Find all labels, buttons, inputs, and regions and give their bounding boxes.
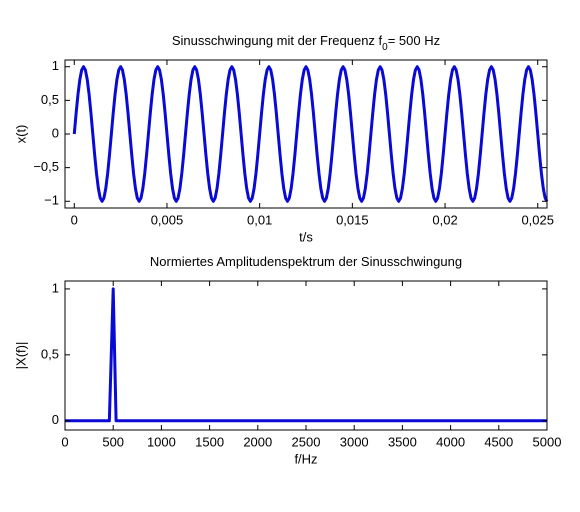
x-tick-label: 0 bbox=[61, 434, 68, 449]
signal-line bbox=[72, 65, 549, 203]
y-tick-label: 1 bbox=[52, 58, 59, 73]
y-tick-label: 0 bbox=[52, 412, 59, 427]
y-tick-label: 0 bbox=[52, 125, 59, 140]
x-tick-label: 0 bbox=[71, 212, 78, 227]
x-tick-label: 4500 bbox=[484, 434, 513, 449]
x-tick-label: 0,025 bbox=[521, 212, 554, 227]
x-axis-label: f/Hz bbox=[294, 451, 317, 466]
x-axis-label: t/s bbox=[299, 229, 313, 244]
y-tick-label: −1 bbox=[44, 193, 59, 208]
x-tick-label: 0,02 bbox=[432, 212, 457, 227]
chart-title: Sinusschwingung mit der Frequenz f0= 500… bbox=[172, 33, 440, 52]
x-tick-label: 2000 bbox=[243, 434, 272, 449]
axes-frame bbox=[64, 59, 548, 209]
y-tick-label: −0,5 bbox=[33, 159, 59, 174]
x-tick-label: 3000 bbox=[340, 434, 369, 449]
title-part: Sinusschwingung mit der Frequenz f bbox=[172, 33, 383, 48]
x-tick-label: 4000 bbox=[436, 434, 465, 449]
x-tick-label: 5000 bbox=[533, 434, 562, 449]
chart-title: Normiertes Amplitudenspektrum der Sinuss… bbox=[150, 254, 462, 269]
y-tick-label: 0,5 bbox=[41, 92, 59, 107]
axes-frame bbox=[64, 280, 548, 431]
title-part: = 500 Hz bbox=[388, 33, 440, 48]
x-tick-label: 1000 bbox=[147, 434, 176, 449]
signal-line bbox=[65, 287, 547, 423]
x-tick-label: 2500 bbox=[292, 434, 321, 449]
y-axis-label: x(t) bbox=[13, 125, 28, 144]
x-tick-label: 3500 bbox=[388, 434, 417, 449]
title-part: Normiertes Amplitudenspektrum der Sinuss… bbox=[150, 254, 462, 269]
x-tick-label: 1500 bbox=[195, 434, 224, 449]
x-tick-label: 0,015 bbox=[336, 212, 369, 227]
x-tick-label: 0,01 bbox=[247, 212, 272, 227]
y-tick-label: 0,5 bbox=[41, 346, 59, 361]
x-tick-label: 500 bbox=[102, 434, 124, 449]
title-part: 0 bbox=[382, 42, 388, 53]
x-tick-label: 0,005 bbox=[151, 212, 184, 227]
y-tick-label: 1 bbox=[52, 280, 59, 295]
y-axis-label: |X(f)| bbox=[13, 342, 28, 370]
